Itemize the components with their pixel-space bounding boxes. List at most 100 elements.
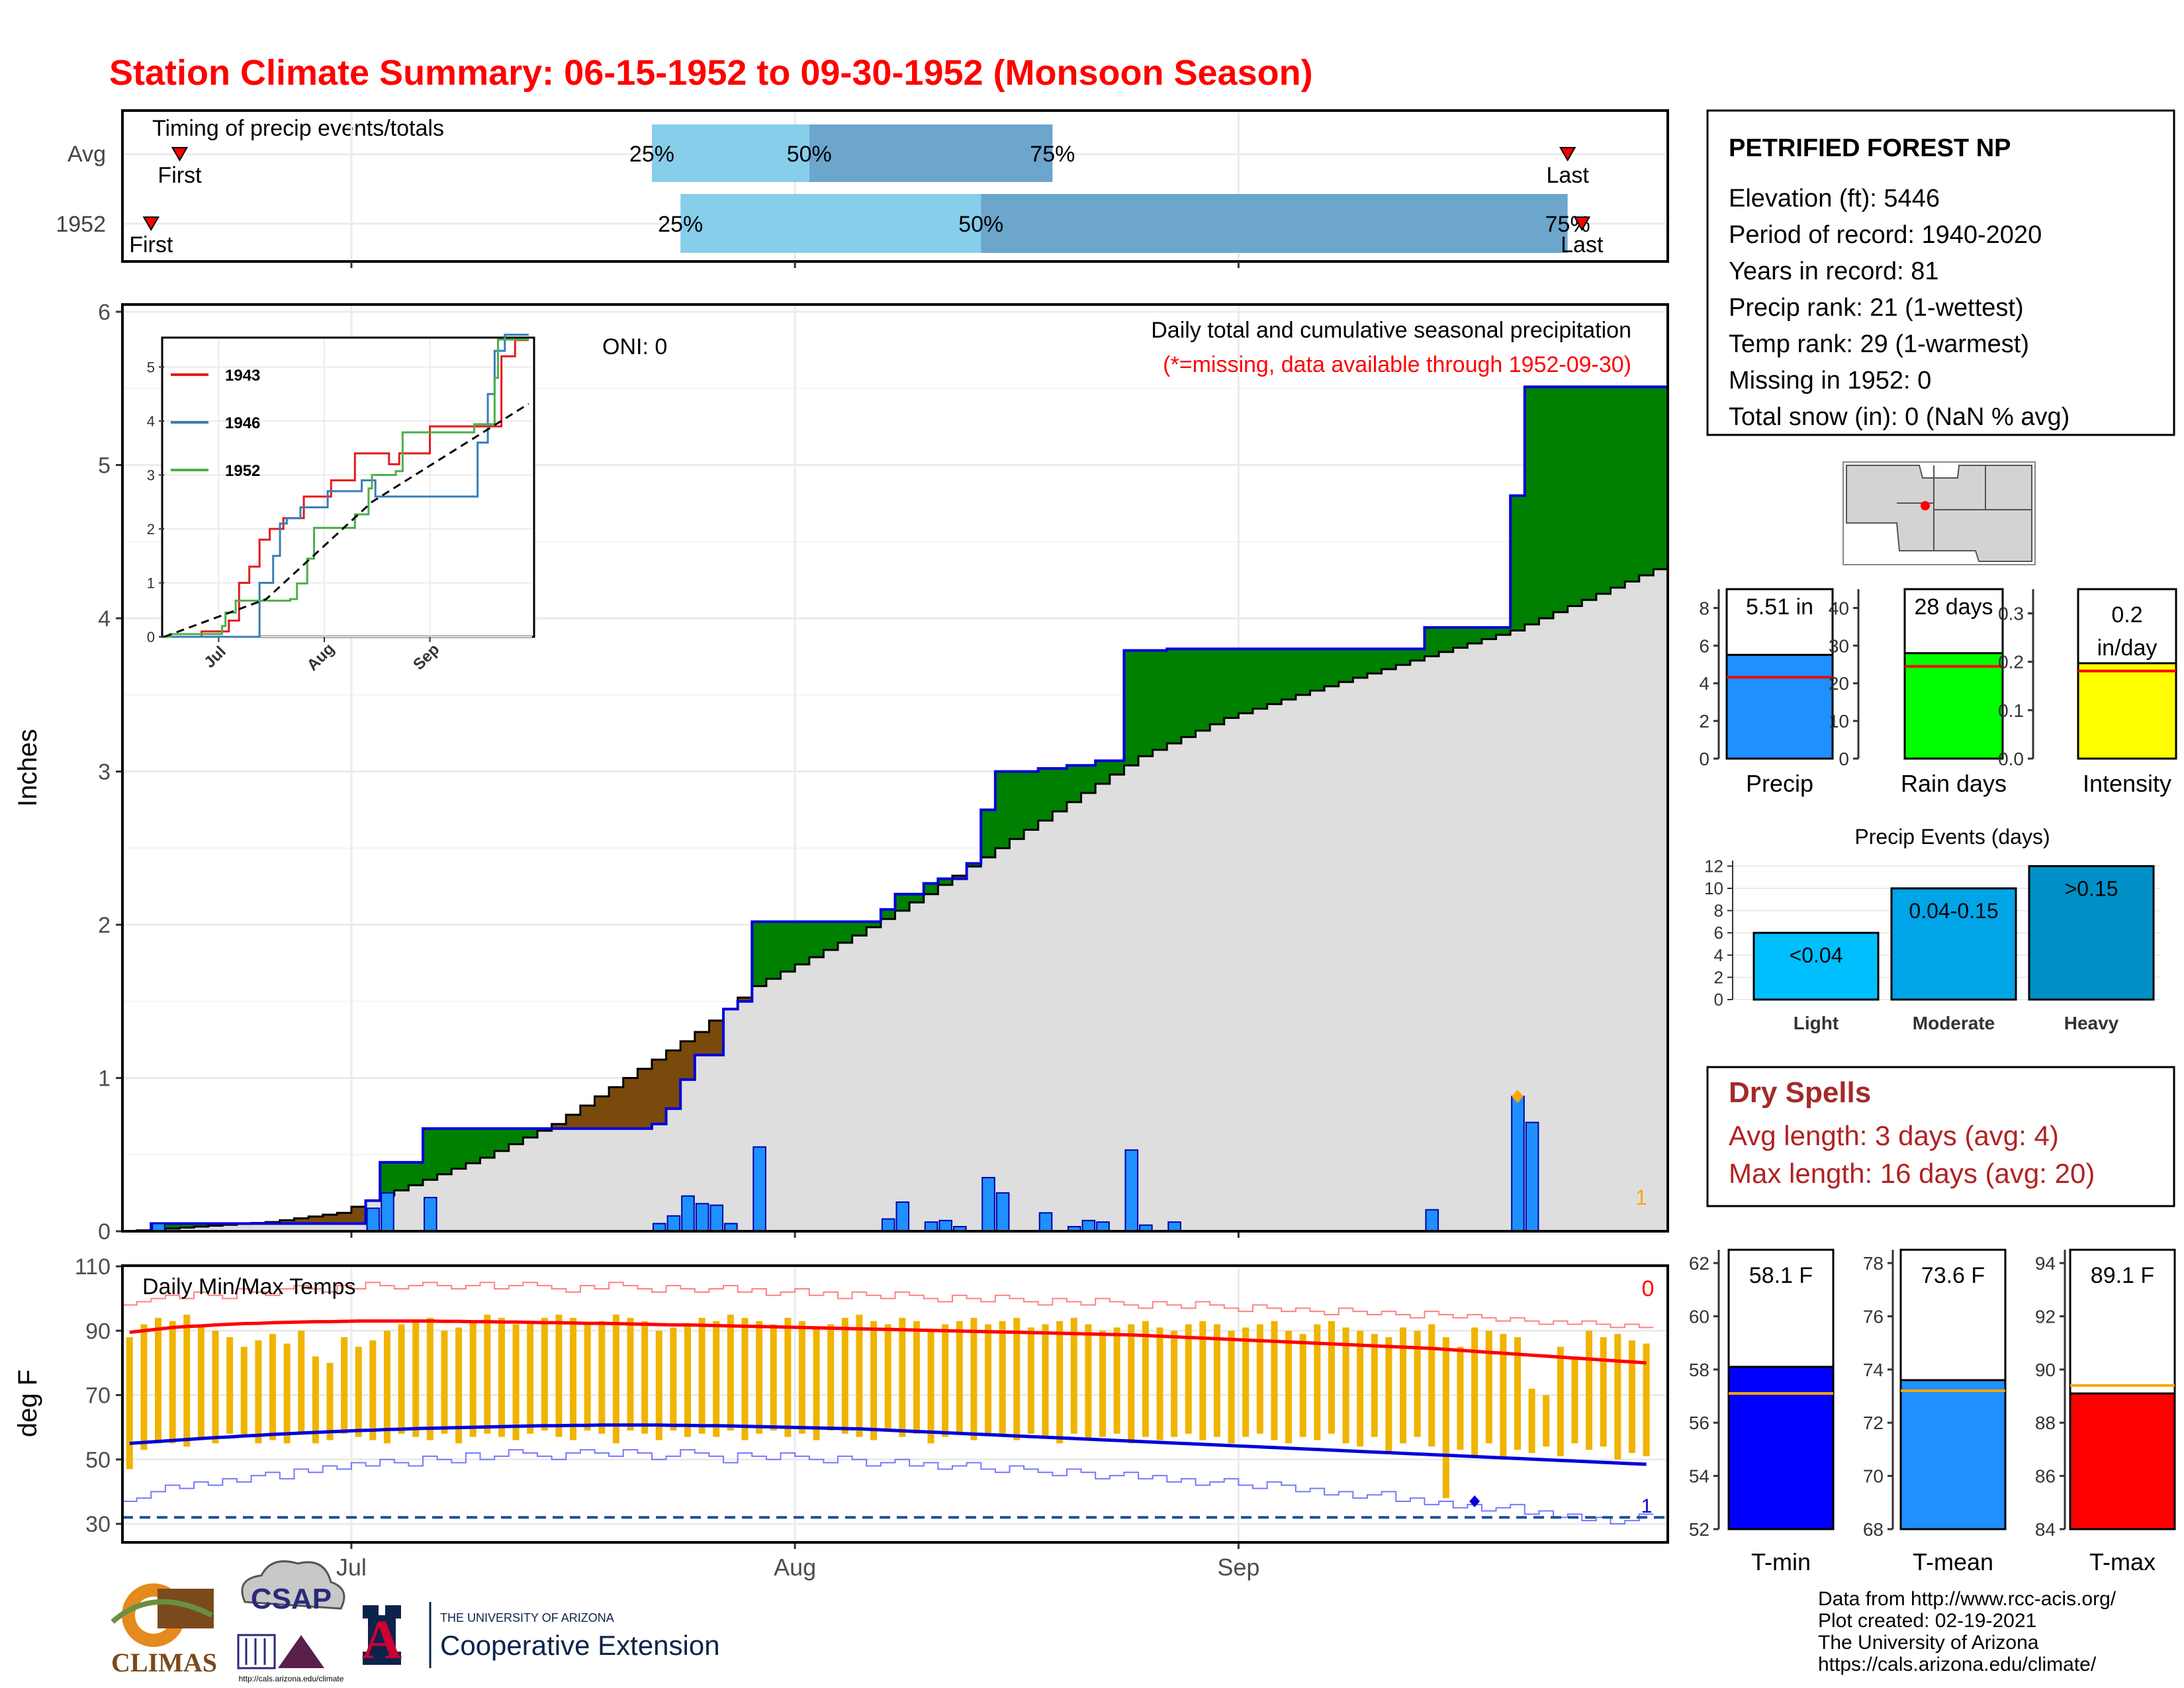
small-tmax-y-tick-label: 94 <box>2035 1253 2056 1274</box>
daily-temp-bar <box>1414 1331 1421 1437</box>
inset-y-tick-label: 1 <box>147 575 155 592</box>
events-y-tick-label: 4 <box>1714 945 1723 965</box>
timing-q25-label: 25% <box>658 212 703 237</box>
precip-surplus-fill <box>423 1128 438 1180</box>
precip-surplus-fill <box>1653 387 1668 569</box>
daily-precip-bar <box>709 1204 724 1233</box>
daily-temp-bar <box>841 1317 848 1434</box>
daily-temp-bar <box>226 1336 234 1434</box>
precip-surplus-fill <box>1396 649 1411 665</box>
tmin-chart: 52 54 56 58 60 62 58.1 F T-min <box>1689 1248 1835 1575</box>
daily-temp-bar <box>1199 1321 1206 1440</box>
daily-temp-bar <box>1528 1388 1535 1454</box>
daily-temp-bar <box>398 1324 405 1434</box>
precip-deficit-fill <box>609 1087 624 1129</box>
small-intensity-y-tick-label: 0.1 <box>1998 700 2024 721</box>
dry-spells-box: Dry Spells Avg length: 3 days (avg: 4) M… <box>1706 1066 2175 1207</box>
station-period: Period of record: 1940-2020 <box>1729 221 2042 249</box>
events-y-tick-label: 6 <box>1714 923 1723 943</box>
small-tmax-xlabel: T-max <box>2089 1548 2156 1575</box>
timing-q25-label: 25% <box>629 142 674 167</box>
precip-surplus-fill <box>408 1162 424 1186</box>
daily-temp-bar <box>1085 1324 1092 1440</box>
daily-temp-bar <box>1357 1331 1364 1447</box>
precip-surplus-fill <box>1009 771 1024 839</box>
daily-temp-bar <box>1185 1324 1192 1434</box>
daily-temp-bar <box>784 1317 792 1437</box>
precip-surplus-fill <box>838 921 853 943</box>
precip-surplus-fill <box>1038 768 1053 821</box>
footer-line-2: Plot created: 02-19-2021 <box>1818 1610 2036 1632</box>
timing-q50-label: 50% <box>787 142 832 167</box>
precip-surplus-fill <box>995 771 1011 849</box>
climas-logo-text: CLIMAS <box>111 1648 217 1677</box>
inset-y-tick-label: 4 <box>147 413 155 430</box>
small-intensity-y-tick-label: 0.2 <box>1998 652 2024 673</box>
precip-deficit-fill <box>308 1216 324 1224</box>
station-missing: Missing in 1952: 0 <box>1729 367 1931 395</box>
small-tmax-y-tick-label: 84 <box>2035 1519 2056 1540</box>
precip-deficit-fill <box>580 1105 596 1129</box>
precip-surplus-fill <box>1639 387 1654 576</box>
small-intensity-y-tick-label: 0.0 <box>1998 749 2024 769</box>
precip-total-chart: 0 2 4 6 8 5.51 in Precip <box>1699 588 1834 797</box>
daily-temp-bar <box>985 1324 992 1434</box>
precip-surplus-fill <box>1109 761 1125 775</box>
small-tmin-value-bar <box>1727 1366 1835 1530</box>
station-precip-rank: Precip rank: 21 (1-wettest) <box>1729 294 2024 322</box>
precip-surplus-fill <box>1195 649 1210 731</box>
intensity-chart: 0.0 0.1 0.2 0.3 0.2 in/day Intensity <box>1998 588 2177 797</box>
events-bar-label: >0.15 <box>2065 876 2118 900</box>
precip-surplus-fill <box>1238 649 1253 714</box>
small-tmin-y-tick-label: 62 <box>1689 1253 1709 1274</box>
daily-temp-bar <box>1314 1324 1321 1440</box>
small-precip-y-tick-label: 0 <box>1699 749 1709 769</box>
daily-temp-bar <box>770 1324 777 1430</box>
timing-q75-label: 75% <box>1030 142 1075 167</box>
oni-label: ONI: 0 <box>602 334 667 359</box>
precip-surplus-fill <box>523 1128 538 1138</box>
temp-y-tick-label: 110 <box>75 1254 111 1280</box>
precip-surplus-fill <box>1310 649 1325 691</box>
daily-precip-bar <box>1525 1121 1539 1233</box>
precip-surplus-fill <box>1338 649 1353 682</box>
events-y-tick-label: 10 <box>1704 878 1723 898</box>
precip-deficit-fill <box>351 1206 367 1224</box>
station-elevation: Elevation (ft): 5446 <box>1729 185 1940 212</box>
precip-surplus-fill <box>752 921 767 986</box>
inset-y-tick-label: 0 <box>147 629 155 645</box>
small-precip-y-tick-label: 6 <box>1699 635 1709 656</box>
precip-surplus-fill <box>1481 627 1497 639</box>
daily-temp-bar <box>1228 1331 1235 1444</box>
inset-y-tick-label: 2 <box>147 521 155 538</box>
daily-precip-bar <box>381 1192 394 1232</box>
daily-temp-bar <box>1543 1395 1550 1447</box>
precip-surplus-fill <box>1539 387 1554 618</box>
small-tmean-y-tick-label: 74 <box>1863 1360 1884 1380</box>
precip-surplus-fill <box>909 894 925 903</box>
small-tmean-value-bar <box>1899 1379 2007 1530</box>
precip-surplus-fill <box>1582 387 1597 600</box>
precip-surplus-fill <box>1510 495 1525 631</box>
daily-temp-bar <box>813 1327 820 1440</box>
daily-temp-bar <box>1099 1331 1106 1437</box>
precip-surplus-fill <box>480 1128 495 1158</box>
university-arizona-logo: A THE UNIVERSITY OF ARIZONA Cooperative … <box>362 1602 720 1671</box>
precip-surplus-fill <box>823 921 839 951</box>
inset-series-1952 <box>164 338 529 638</box>
first-event-marker <box>171 147 189 162</box>
temp-corner-top: 0 <box>1642 1276 1655 1301</box>
daily-temp-bar <box>999 1321 1006 1437</box>
events-bar-heavy <box>2028 865 2155 1001</box>
temp-y-tick-label: 30 <box>85 1512 111 1537</box>
daily-temp-bar <box>1042 1324 1049 1437</box>
precip-surplus-fill <box>1439 627 1454 652</box>
daily-temp-bar <box>1485 1331 1492 1444</box>
events-category-label: Light <box>1794 1013 1839 1033</box>
small-tmax-y-tick-label: 90 <box>2035 1360 2056 1380</box>
daily-temp-bar <box>455 1327 463 1444</box>
inset-legend-label-1946: 1946 <box>225 414 260 432</box>
footer-credits: Data from http://www.rcc-acis.org/ Plot … <box>1818 1588 2116 1675</box>
precip-surplus-fill <box>1381 649 1396 669</box>
small-tmin-y-tick-label: 54 <box>1689 1466 1709 1487</box>
